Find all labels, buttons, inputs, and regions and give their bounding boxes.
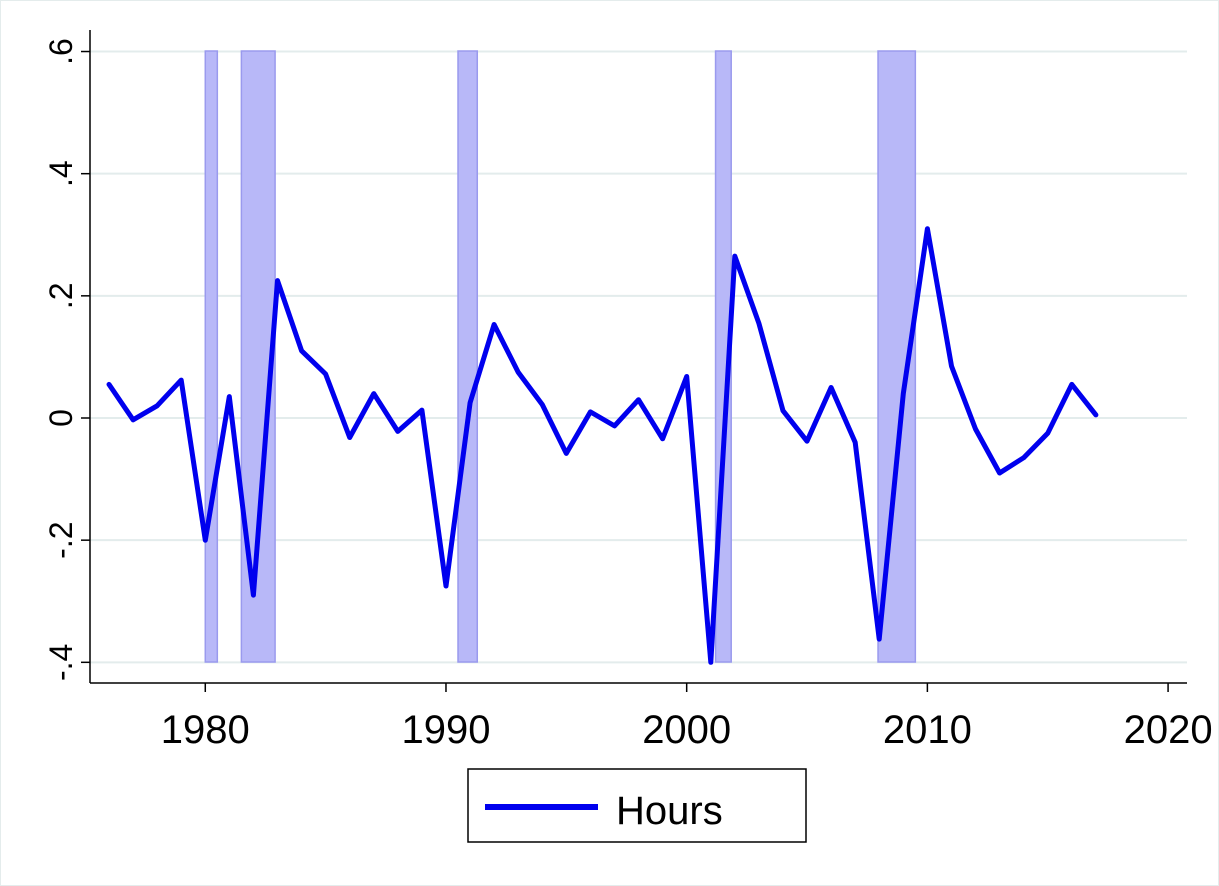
x-tick-label-1980: 1980	[161, 708, 250, 752]
x-axis-ticks: 1980 1990 2000 2010 2020	[161, 683, 1213, 752]
y-axis-ticks: -.4 -.2 0 .2 .4 .6	[43, 38, 90, 681]
legend: Hours	[467, 768, 807, 843]
y-tick-label-2: 0	[43, 409, 79, 427]
y-tick-label-0: -.4	[43, 644, 79, 681]
series-layer	[106, 226, 1099, 665]
recession-band-4	[877, 50, 917, 663]
recession-shading	[204, 50, 917, 663]
x-tick-label-2000: 2000	[642, 708, 731, 752]
axes	[89, 30, 1187, 684]
x-tick-label-2010: 2010	[883, 708, 972, 752]
y-tick-label-4: .4	[43, 160, 79, 187]
x-tick-label-1990: 1990	[401, 708, 490, 752]
legend-label-hours: Hours	[616, 789, 723, 833]
recession-band-2	[457, 50, 479, 663]
x-tick-label-2020: 2020	[1124, 708, 1213, 752]
y-tick-label-1: -.2	[43, 521, 79, 558]
recession-band-0	[204, 50, 219, 663]
y-tick-label-5: .6	[43, 38, 79, 65]
series-line-hours	[106, 226, 1099, 665]
y-tick-label-3: .2	[43, 282, 79, 309]
